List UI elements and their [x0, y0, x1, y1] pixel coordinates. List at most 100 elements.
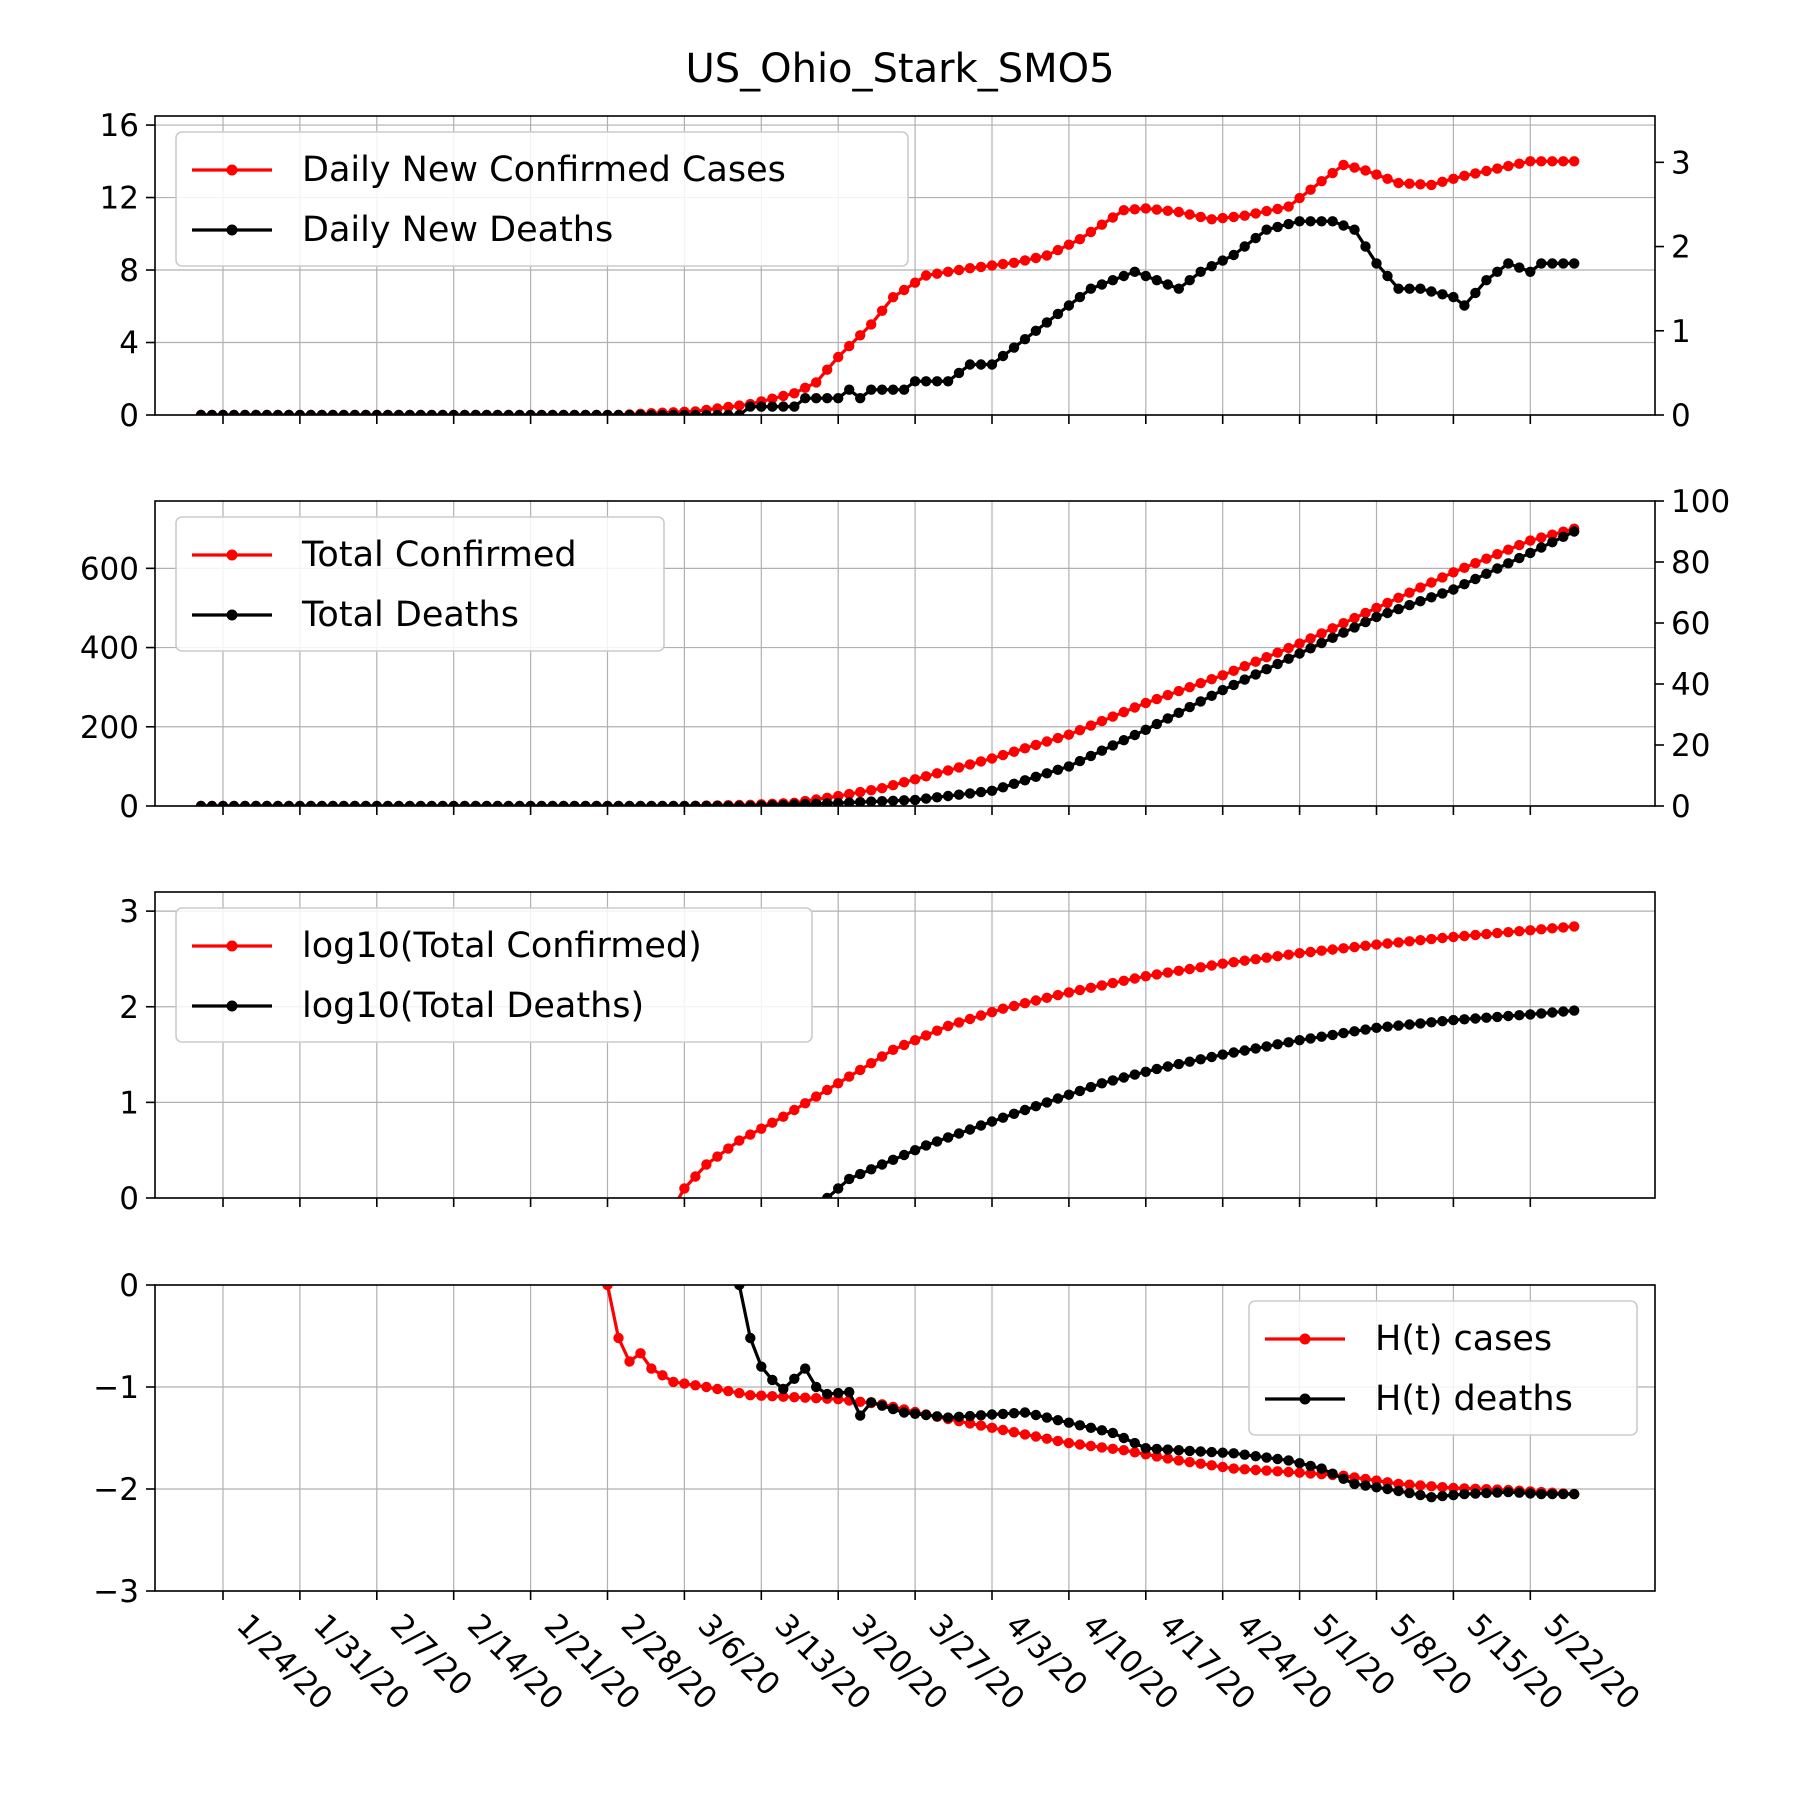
data-point — [975, 1420, 987, 1431]
data-point — [1448, 173, 1459, 184]
data-point — [745, 800, 756, 806]
data-point — [1261, 224, 1272, 235]
data-point — [1371, 1482, 1382, 1493]
data-point — [975, 1010, 987, 1021]
data-point — [1107, 212, 1119, 223]
data-point — [964, 759, 976, 770]
data-point — [1415, 1489, 1426, 1501]
data-point — [1206, 674, 1217, 685]
data-point — [1107, 1443, 1119, 1455]
y-tick-label-right: 1 — [1671, 314, 1691, 350]
data-point — [415, 800, 426, 806]
y-tick-label-right: 40 — [1671, 667, 1710, 703]
data-point — [1096, 745, 1108, 756]
data-point — [986, 785, 998, 796]
data-point — [997, 350, 1009, 362]
data-point — [1272, 221, 1283, 233]
y-tick-label-right: 3 — [1671, 145, 1691, 181]
data-point — [1217, 1461, 1228, 1473]
data-point — [1228, 249, 1239, 261]
data-point — [1239, 674, 1250, 685]
data-point — [866, 319, 877, 330]
data-point — [1393, 592, 1404, 603]
data-point — [887, 1403, 899, 1415]
data-point — [986, 753, 998, 764]
data-point — [898, 1039, 910, 1051]
data-point — [1129, 266, 1141, 277]
data-point — [1085, 1081, 1097, 1093]
data-point — [646, 409, 657, 415]
y-tick-label-left: −2 — [93, 1472, 139, 1508]
data-point — [734, 800, 745, 806]
data-point — [1063, 729, 1075, 740]
data-point — [997, 1424, 1009, 1436]
data-point — [975, 756, 987, 767]
data-point — [1030, 1431, 1042, 1442]
data-point — [1019, 998, 1031, 1009]
data-point — [1228, 957, 1239, 968]
data-point — [822, 364, 833, 375]
data-point — [822, 1388, 833, 1400]
y-tick-label-left: 3 — [119, 894, 139, 930]
data-point — [1107, 1427, 1119, 1439]
data-point — [459, 409, 470, 415]
chart-title: US_Ohio_Stark_SMO5 — [685, 46, 1114, 92]
data-point — [1261, 952, 1272, 963]
data-point — [1503, 1486, 1514, 1498]
data-point — [756, 1123, 767, 1134]
data-point — [1349, 162, 1360, 173]
data-point — [909, 774, 921, 785]
data-point — [437, 800, 448, 806]
data-point — [778, 799, 789, 806]
data-point — [679, 1183, 690, 1194]
data-point — [1162, 1061, 1174, 1072]
data-point — [206, 800, 218, 806]
data-point — [1151, 1451, 1163, 1462]
data-point — [1195, 696, 1206, 707]
legend-marker — [1299, 1393, 1311, 1405]
data-point — [723, 1143, 734, 1154]
data-point — [1569, 526, 1580, 537]
data-point — [1184, 209, 1195, 220]
data-point — [228, 800, 240, 806]
data-point — [470, 409, 481, 415]
data-point — [1052, 764, 1064, 775]
data-point — [1404, 1019, 1415, 1030]
data-point — [1272, 203, 1283, 215]
data-point — [1316, 637, 1327, 649]
data-point — [931, 1411, 943, 1422]
data-point — [1261, 205, 1272, 217]
data-point — [1448, 931, 1459, 943]
data-point — [778, 390, 789, 402]
data-point — [1063, 1437, 1075, 1449]
data-point — [1195, 1446, 1206, 1457]
data-point — [1030, 1409, 1042, 1421]
data-point — [1085, 283, 1097, 294]
data-point — [1074, 291, 1086, 303]
series-daily-new-deaths — [195, 216, 1580, 415]
data-point — [195, 409, 207, 415]
data-point — [1206, 1051, 1217, 1063]
data-point — [1525, 547, 1536, 559]
data-point — [1283, 201, 1294, 212]
y-tick-label-right: 60 — [1671, 606, 1710, 642]
data-point — [953, 1128, 965, 1139]
data-point — [909, 1408, 921, 1420]
data-point — [1041, 768, 1053, 779]
data-point — [448, 409, 459, 415]
data-point — [1096, 1078, 1108, 1089]
data-point — [756, 401, 767, 412]
data-point — [745, 1129, 756, 1140]
data-point — [1360, 165, 1371, 176]
data-point — [844, 340, 855, 352]
data-point — [1008, 778, 1020, 789]
legend-label: log10(Total Confirmed) — [302, 926, 702, 966]
data-point — [591, 409, 602, 415]
data-point — [822, 1084, 833, 1096]
data-point — [866, 796, 877, 806]
data-point — [602, 800, 613, 806]
data-point — [1349, 1026, 1360, 1037]
y-tick-label-right: 100 — [1671, 484, 1730, 520]
data-point — [1118, 1072, 1130, 1083]
data-point — [613, 409, 624, 415]
